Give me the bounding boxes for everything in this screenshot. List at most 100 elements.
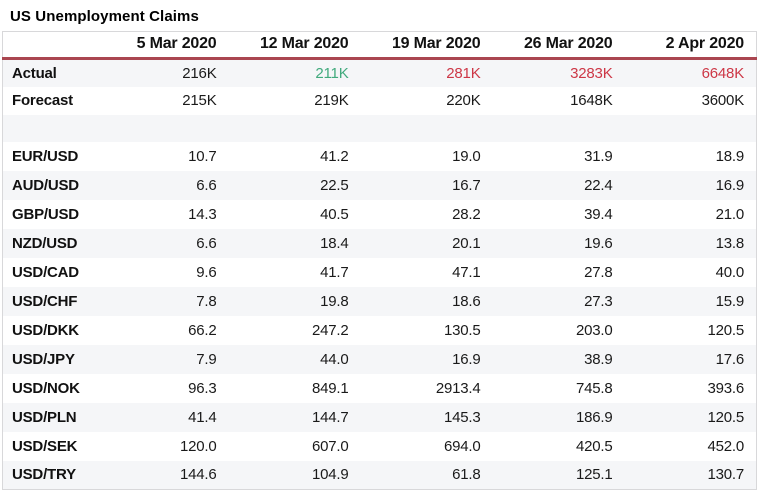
value-cell: 3600K xyxy=(701,92,745,109)
row-label-cell: USD/JPY xyxy=(12,350,75,368)
value-cell: 38.9 xyxy=(584,350,613,368)
value-cell: 130.7 xyxy=(707,466,744,484)
value-cell: 17.6 xyxy=(715,350,745,368)
value-cell: 219K xyxy=(314,92,349,109)
value-cell: 393.6 xyxy=(707,379,744,397)
pair-row: USD/SEK 120.0 607.0 694.0 420.5 452.0 xyxy=(3,432,757,461)
value-cell: 16.9 xyxy=(452,350,481,368)
row-label-cell: Forecast xyxy=(12,92,73,109)
value-cell: 66.2 xyxy=(188,321,217,339)
row-label-cell: USD/PLN xyxy=(12,408,77,426)
value-cell: 44.0 xyxy=(320,350,349,368)
value-cell: 21.0 xyxy=(715,205,745,223)
table-header-row: 5 Mar 2020 12 Mar 2020 19 Mar 2020 26 Mar 2… xyxy=(2,31,757,60)
value-cell: 15.9 xyxy=(715,292,745,310)
row-label-cell: USD/TRY xyxy=(12,466,76,484)
value-cell: 27.8 xyxy=(584,263,613,281)
value-cell: 452.0 xyxy=(707,437,744,455)
value-cell: 18.6 xyxy=(452,292,481,310)
value-cell: 47.1 xyxy=(452,263,481,281)
value-cell: 607.0 xyxy=(311,437,349,455)
value-cell: 6.6 xyxy=(196,176,217,194)
value-cell: 19.6 xyxy=(584,234,613,252)
page-title: US Unemployment Claims xyxy=(10,8,199,25)
value-cell: 16.9 xyxy=(715,176,745,194)
value-cell: 125.1 xyxy=(575,466,613,484)
value-cell: 14.3 xyxy=(188,205,217,223)
row-label-cell: NZD/USD xyxy=(12,234,78,252)
value-cell: 61.8 xyxy=(452,466,481,484)
row-label-cell: AUD/USD xyxy=(12,176,79,194)
corner-cell xyxy=(2,31,97,60)
pair-row: USD/CHF 7.8 19.8 18.6 27.3 15.9 xyxy=(2,286,757,316)
value-cell: 120.5 xyxy=(707,321,744,339)
pair-row: USD/JPY 7.9 44.0 16.9 38.9 17.6 xyxy=(2,344,757,374)
row-label-cell: GBP/USD xyxy=(12,205,79,223)
pair-row: USD/NOK 96.3 849.1 2913.4 745.8 393.6 xyxy=(3,374,757,403)
value-cell: 96.3 xyxy=(188,379,217,397)
value-cell: 41.2 xyxy=(320,147,349,165)
value-cell: 281K xyxy=(446,64,481,82)
value-cell: 19.0 xyxy=(452,147,481,165)
column-header: 12 Mar 2020 xyxy=(228,31,361,60)
value-cell: 120.5 xyxy=(707,408,744,426)
row-label-cell: EUR/USD xyxy=(12,147,79,165)
spacer-cell xyxy=(3,115,757,142)
value-cell: 22.5 xyxy=(320,176,349,194)
value-cell: 6.6 xyxy=(196,234,217,252)
pair-row: AUD/USD 6.6 22.5 16.7 22.4 16.9 xyxy=(2,170,757,200)
value-cell: 18.4 xyxy=(320,234,349,252)
value-cell: 144.6 xyxy=(179,466,217,484)
value-cell: 41.7 xyxy=(320,263,349,281)
value-cell: 27.3 xyxy=(584,292,613,310)
value-cell: 145.3 xyxy=(443,408,481,426)
value-cell: 420.5 xyxy=(575,437,613,455)
value-cell: 16.7 xyxy=(452,176,481,194)
value-cell: 130.5 xyxy=(443,321,481,339)
value-cell: 18.9 xyxy=(715,147,745,165)
pair-row: USD/DKK 66.2 247.2 130.5 203.0 120.5 xyxy=(3,316,757,345)
spacer-row xyxy=(2,114,757,142)
row-label-cell: USD/CHF xyxy=(12,292,78,310)
value-cell: 20.1 xyxy=(452,234,481,252)
value-cell: 215K xyxy=(182,92,217,109)
value-cell: 2913.4 xyxy=(435,379,481,397)
pair-row: GBP/USD 14.3 40.5 28.2 39.4 21.0 xyxy=(3,200,757,229)
row-label-cell: USD/SEK xyxy=(12,437,78,455)
claims-row-forecast: Forecast 215K 219K 220K 1648K 3600K xyxy=(3,87,757,115)
value-cell: 40.5 xyxy=(320,205,349,223)
value-cell: 13.8 xyxy=(715,234,745,252)
value-cell: 694.0 xyxy=(443,437,481,455)
value-cell: 247.2 xyxy=(311,321,349,339)
value-cell: 19.8 xyxy=(320,292,349,310)
pair-row: NZD/USD 6.6 18.4 20.1 19.6 13.8 xyxy=(2,228,757,258)
row-label-cell: Actual xyxy=(12,64,57,82)
value-cell: 216K xyxy=(182,64,217,82)
row-label-cell: USD/DKK xyxy=(12,321,79,339)
claims-table: 5 Mar 2020 12 Mar 2020 19 Mar 2020 26 Mar 2… xyxy=(2,31,757,490)
column-header: 19 Mar 2020 xyxy=(360,31,493,60)
value-cell: 211K xyxy=(315,64,349,82)
value-cell: 104.9 xyxy=(311,466,349,484)
pair-row: USD/CAD 9.6 41.7 47.1 27.8 40.0 xyxy=(3,258,757,287)
pair-row: USD/TRY 144.6 104.9 61.8 125.1 130.7 xyxy=(2,460,757,490)
value-cell: 31.9 xyxy=(584,147,613,165)
value-cell: 220K xyxy=(446,92,481,109)
value-cell: 39.4 xyxy=(584,205,613,223)
value-cell: 203.0 xyxy=(575,321,613,339)
value-cell: 3283K xyxy=(570,64,613,82)
value-cell: 10.7 xyxy=(188,147,217,165)
value-cell: 849.1 xyxy=(311,379,349,397)
value-cell: 6648K xyxy=(701,64,745,82)
value-cell: 22.4 xyxy=(584,176,613,194)
value-cell: 7.9 xyxy=(196,350,217,368)
value-cell: 120.0 xyxy=(179,437,217,455)
pair-row: EUR/USD 10.7 41.2 19.0 31.9 18.9 xyxy=(3,142,757,171)
value-cell: 9.6 xyxy=(196,263,217,281)
pair-row: USD/PLN 41.4 144.7 145.3 186.9 120.5 xyxy=(2,402,757,432)
column-header: 5 Mar 2020 xyxy=(96,31,229,60)
value-cell: 745.8 xyxy=(575,379,613,397)
value-cell: 41.4 xyxy=(188,408,217,426)
column-header: 2 Apr 2020 xyxy=(624,31,757,60)
row-label-cell: USD/CAD xyxy=(12,263,79,281)
